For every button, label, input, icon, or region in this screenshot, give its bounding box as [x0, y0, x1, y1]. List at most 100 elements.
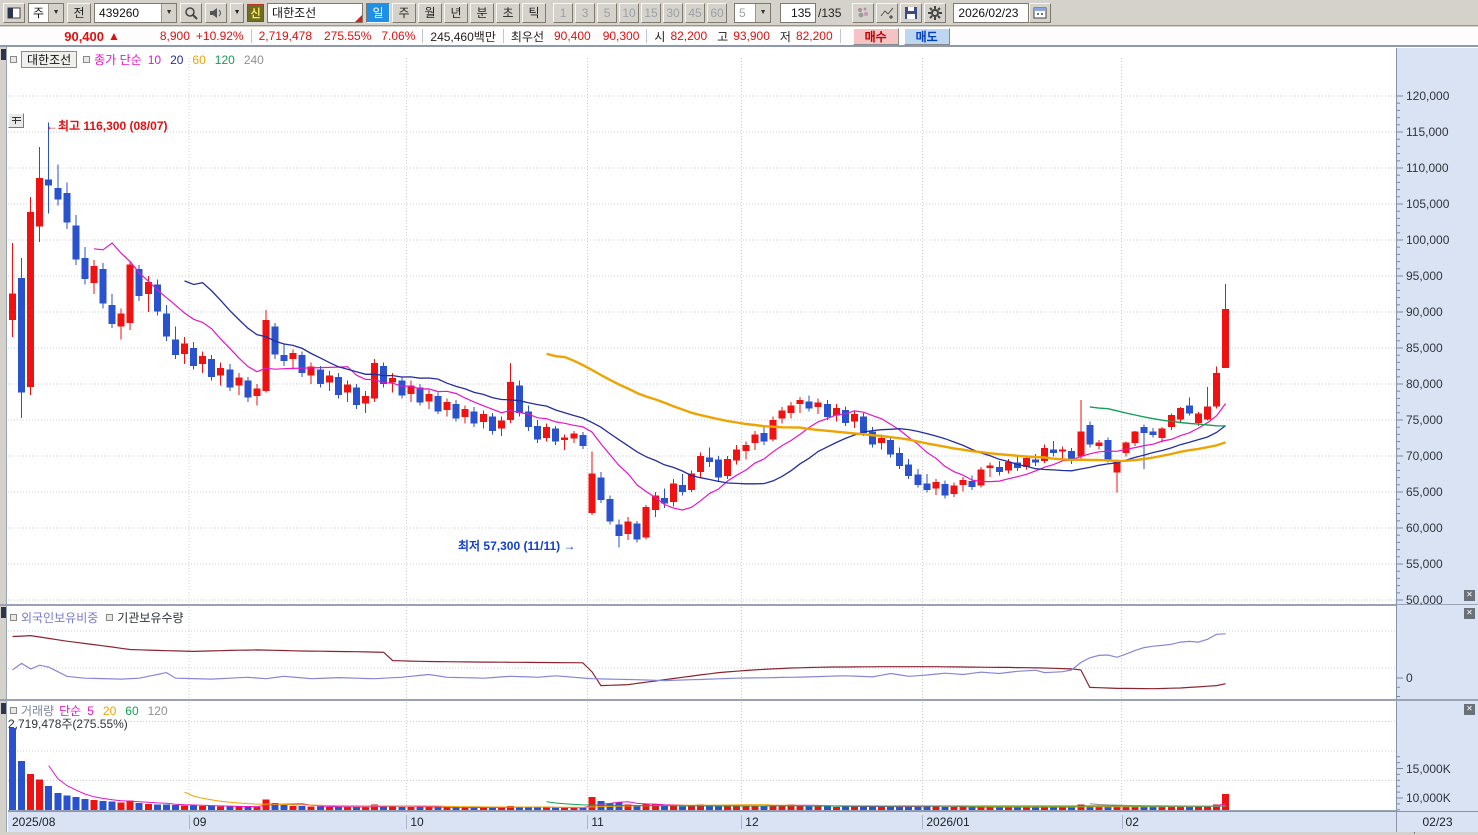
legend-toggle-icon[interactable] [10, 614, 17, 621]
price-tick: 95,000 [1406, 269, 1443, 283]
panel-divider[interactable] [0, 699, 1478, 701]
axis-collapse-icon[interactable]: ✕ [1464, 590, 1475, 601]
buy-button[interactable]: 매수 [852, 27, 899, 45]
ma-label-240: 240 [243, 52, 264, 67]
price-chart-plot[interactable] [8, 48, 1396, 605]
bar-total-label: /135 [818, 5, 842, 20]
new-listing-badge: 신 [247, 3, 265, 22]
panel-handle[interactable] [1, 607, 6, 618]
ownership-axis[interactable]: ✕ 0-2,000,000 [1396, 605, 1478, 722]
tab-일[interactable]: 일 [366, 2, 391, 23]
chevron-down-icon[interactable]: ▼ [48, 3, 64, 22]
current-price: 90,400 [64, 28, 104, 44]
stock-name-field[interactable]: 대한조선 [267, 2, 364, 23]
minute-button-1[interactable]: 1 [553, 2, 574, 23]
volume-ma-type: 단순 [59, 704, 82, 718]
minute-button-15[interactable]: 15 [641, 2, 662, 23]
tab-분[interactable]: 분 [470, 2, 495, 23]
gear-icon[interactable] [924, 2, 947, 23]
tab-주[interactable]: 주 [392, 2, 417, 23]
speaker-dropdown[interactable]: ▼ [230, 2, 245, 23]
calendar-icon[interactable] [1029, 2, 1052, 23]
tab-년[interactable]: 년 [444, 2, 469, 23]
minute-combo[interactable]: 5 ▼ [734, 2, 772, 23]
minute-button-45[interactable]: 45 [685, 2, 706, 23]
tab-월[interactable]: 월 [418, 2, 443, 23]
stock-code-combo[interactable]: 439260 ▼ [94, 2, 178, 23]
month-label: 11 [587, 815, 604, 829]
axis-collapse-icon[interactable]: ✕ [1464, 704, 1475, 715]
month-label: 02 [1121, 815, 1139, 829]
price-tick: 60,000 [1406, 521, 1443, 535]
price-axis[interactable]: ✕ 120,000 115,000 110,000 105,000 100,000 95,… [1396, 48, 1478, 607]
save-icon[interactable] [900, 2, 923, 23]
vol-ma-label-20: 20 [102, 703, 117, 718]
minute-button-30[interactable]: 30 [663, 2, 684, 23]
legend-toggle-icon[interactable] [10, 707, 17, 714]
high-annotation: ←최고 116,300 (08/07) [46, 119, 168, 133]
vol-ma-label-5: 5 [87, 703, 94, 718]
chart-type-combo[interactable]: 주 ▼ [28, 2, 65, 23]
ma-label-60: 60 [192, 52, 206, 67]
low-value: 82,200 [795, 29, 833, 43]
high-label: 고 [717, 29, 729, 44]
price-tick: 115,000 [1406, 125, 1449, 139]
volume-plot[interactable] [8, 702, 1396, 811]
volume-tick: 15,000K [1406, 761, 1451, 776]
date-input[interactable]: 2026/02/23 [953, 2, 1030, 23]
date-group: 2026/02/23 [953, 2, 1052, 23]
legend-close-label: 종가 단순 [94, 53, 142, 67]
ma-label-10: 10 [147, 52, 162, 67]
best-ask: 90,300 [602, 29, 640, 43]
high-value: 93,900 [733, 29, 770, 43]
ma-period-labels: 10 20 60 120 240 [148, 53, 273, 67]
minute-button-10[interactable]: 10 [619, 2, 640, 23]
panel-handle[interactable] [1, 703, 6, 714]
month-label: 2026/01 [922, 815, 970, 829]
footprints-icon[interactable] [852, 2, 875, 23]
ownership-tick: 0 [1406, 671, 1413, 685]
month-label: 09 [189, 815, 206, 829]
price-tick: 55,000 [1406, 557, 1443, 571]
panel-divider[interactable] [0, 604, 1478, 606]
price-tick: 90,000 [1406, 305, 1443, 319]
minute-button-60[interactable]: 60 [707, 2, 728, 23]
legend-toggle-icon[interactable] [83, 56, 91, 63]
volume-title: 거래량 [21, 704, 55, 718]
speaker-icon[interactable] [205, 2, 228, 23]
corner-flag-icon [355, 14, 363, 22]
ownership-plot[interactable] [8, 607, 1396, 700]
minute-button-5[interactable]: 5 [597, 2, 618, 23]
amount-value: 245,460백만 [430, 29, 496, 44]
grid-settings-button[interactable] [8, 113, 24, 128]
legend-toggle-icon[interactable] [106, 614, 114, 621]
sell-button[interactable]: 매도 [903, 27, 950, 45]
legend-stock-name[interactable]: 대한조선 [21, 51, 78, 68]
panel-handle-strip[interactable] [0, 47, 7, 832]
change-arrow-icon: ▲ [108, 29, 120, 43]
search-icon[interactable] [180, 2, 203, 23]
date-axis[interactable]: 2025/08 09 10 11 12 2026/01 02 [8, 811, 1396, 832]
minute-button-3[interactable]: 3 [575, 2, 596, 23]
chevron-down-icon[interactable]: ▼ [755, 3, 771, 22]
window-icon[interactable] [3, 2, 25, 23]
chart-plus-icon[interactable] [876, 2, 899, 23]
ma-label-20: 20 [170, 52, 184, 67]
price-tick: 100,000 [1406, 233, 1450, 247]
bar-count-input[interactable]: 135 [780, 2, 817, 23]
axis-collapse-icon[interactable]: ✕ [1464, 608, 1475, 619]
volume-info: 2,719,478주(275.55%) [8, 717, 128, 731]
inst-legend-label: 기관보유수량 [117, 611, 184, 625]
vol-ma-label-120: 120 [147, 703, 168, 718]
best-bid: 90,400 [554, 29, 591, 43]
chevron-down-icon[interactable]: ▼ [161, 3, 177, 22]
price-change: 8,900 [159, 29, 190, 43]
legend-toggle-icon[interactable] [10, 56, 17, 63]
tab-틱[interactable]: 틱 [522, 2, 547, 23]
price-tick: 50,000 [1406, 593, 1443, 607]
tab-초[interactable]: 초 [496, 2, 521, 23]
panel-handle[interactable] [1, 49, 6, 60]
prev-stock-button[interactable]: 전 [67, 2, 92, 23]
open-value: 82,200 [670, 29, 708, 43]
